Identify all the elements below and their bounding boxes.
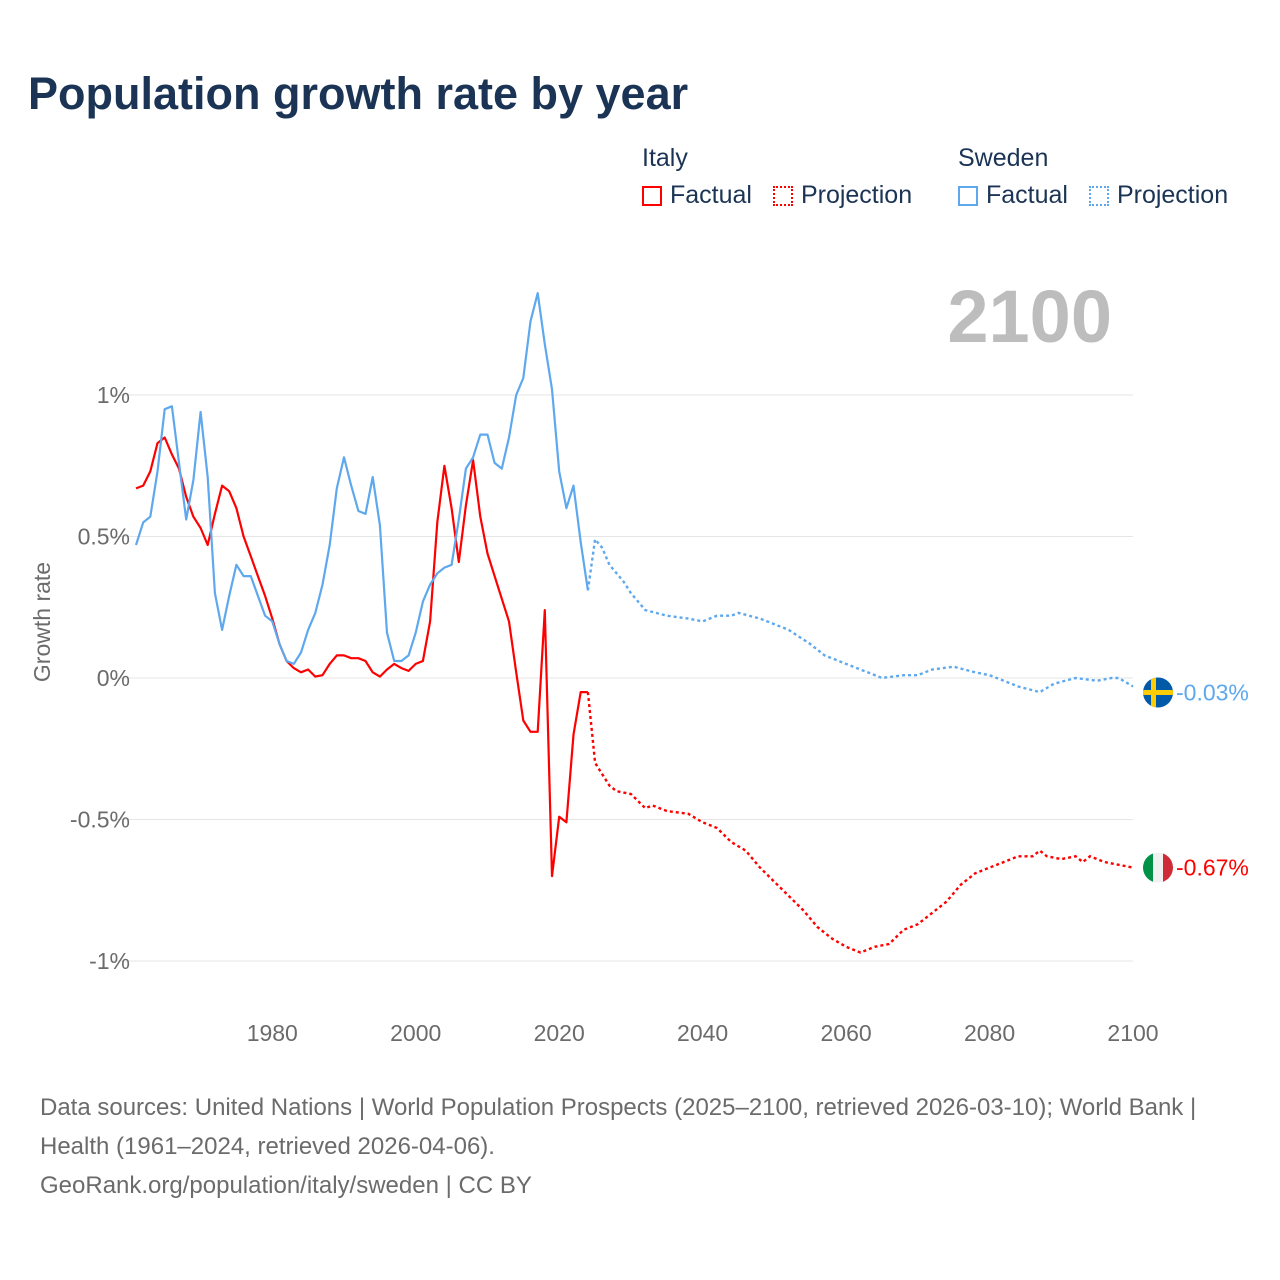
x-tick-label: 2000 (390, 1020, 441, 1046)
x-tick-label: 2040 (677, 1020, 728, 1046)
legend-italy-name: Italy (642, 144, 688, 172)
legend-label: Projection (800, 181, 913, 209)
legend-italy-projection[interactable]: Projection (772, 181, 913, 210)
legend-sweden-projection[interactable]: Projection (1088, 181, 1229, 210)
x-tick-label: 1980 (247, 1020, 298, 1046)
current-year-label: 2100 (947, 275, 1112, 358)
y-tick-label: -1% (89, 948, 130, 974)
legend-swatch-dotted (1088, 185, 1109, 206)
legend-label: Factual (670, 181, 752, 209)
legend-italy-factual[interactable]: Factual (642, 181, 752, 210)
legend-italy: Italy Factual Projection (642, 144, 926, 213)
italy-projection-line[interactable] (586, 691, 1134, 954)
footer: Data sources: United Nations | World Pop… (40, 1088, 1240, 1205)
legend-sweden: Sweden Factual Projection (958, 144, 1242, 213)
legend-sweden-name: Sweden (958, 144, 1049, 172)
italy-end-value: -0.67% (1176, 855, 1249, 881)
sweden-flag-icon (1143, 677, 1173, 708)
source-link[interactable]: GeoRank.org/population/italy/sweden | CC… (40, 1172, 532, 1199)
italy-flag-icon (1143, 852, 1173, 883)
x-tick-label: 2080 (964, 1020, 1015, 1046)
y-tick-label: -0.5% (70, 807, 130, 833)
y-tick-label: 0.5% (78, 524, 130, 550)
legend-swatch-solid (642, 185, 662, 206)
x-tick-label: 2100 (1107, 1020, 1158, 1046)
legend-sweden-factual[interactable]: Factual (958, 181, 1068, 210)
x-tick-label: 2060 (821, 1020, 872, 1046)
legend-label: Projection (1116, 181, 1229, 209)
y-tick-label: 1% (97, 382, 130, 408)
sweden-projection-line[interactable] (586, 536, 1134, 694)
italy-factual-line[interactable] (135, 436, 588, 878)
x-tick-label: 2020 (534, 1020, 585, 1046)
sweden-factual-line[interactable] (134, 292, 589, 666)
sweden-end-value: -0.03% (1176, 679, 1249, 705)
y-tick-label: 0% (97, 665, 130, 691)
legend-swatch-dotted (772, 185, 793, 206)
y-axis-label: Growth rate (29, 562, 55, 682)
legend-label: Factual (986, 181, 1068, 209)
data-sources: Data sources: United Nations | World Pop… (40, 1094, 1197, 1160)
chart-title: Population growth rate by year (28, 68, 689, 119)
legend-swatch-solid (958, 185, 978, 206)
